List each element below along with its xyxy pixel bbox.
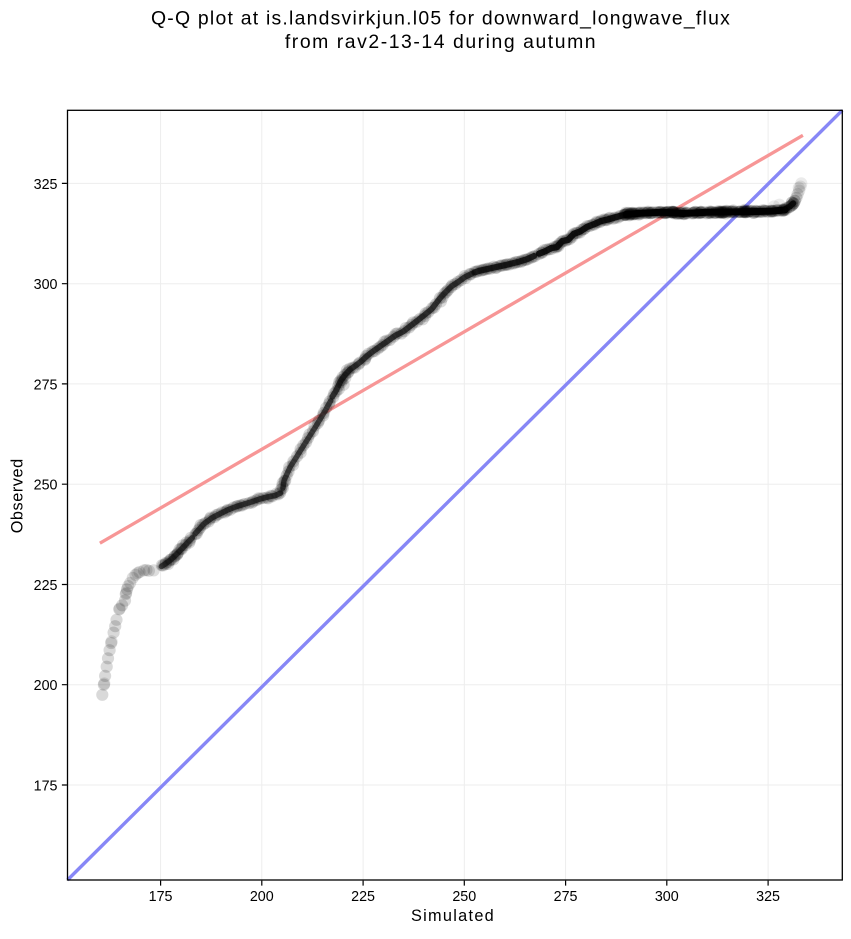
svg-text:175: 175 [34, 779, 58, 795]
svg-text:325: 325 [34, 177, 58, 193]
svg-text:250: 250 [452, 889, 476, 905]
svg-text:325: 325 [756, 889, 780, 905]
svg-text:200: 200 [250, 889, 274, 905]
svg-text:Simulated: Simulated [411, 907, 495, 925]
svg-text:175: 175 [149, 889, 173, 905]
svg-text:Observed: Observed [9, 458, 27, 533]
svg-text:225: 225 [351, 889, 375, 905]
svg-text:275: 275 [554, 889, 578, 905]
svg-text:300: 300 [655, 889, 679, 905]
svg-text:Q-Q plot at is.landsvirkjun.l0: Q-Q plot at is.landsvirkjun.l05 for down… [151, 8, 731, 30]
svg-text:225: 225 [34, 578, 58, 594]
svg-text:from rav2-13-14 during autumn: from rav2-13-14 during autumn [285, 31, 597, 53]
svg-text:250: 250 [34, 478, 58, 494]
svg-text:200: 200 [34, 678, 58, 694]
svg-text:300: 300 [34, 277, 58, 293]
svg-text:275: 275 [34, 377, 58, 393]
